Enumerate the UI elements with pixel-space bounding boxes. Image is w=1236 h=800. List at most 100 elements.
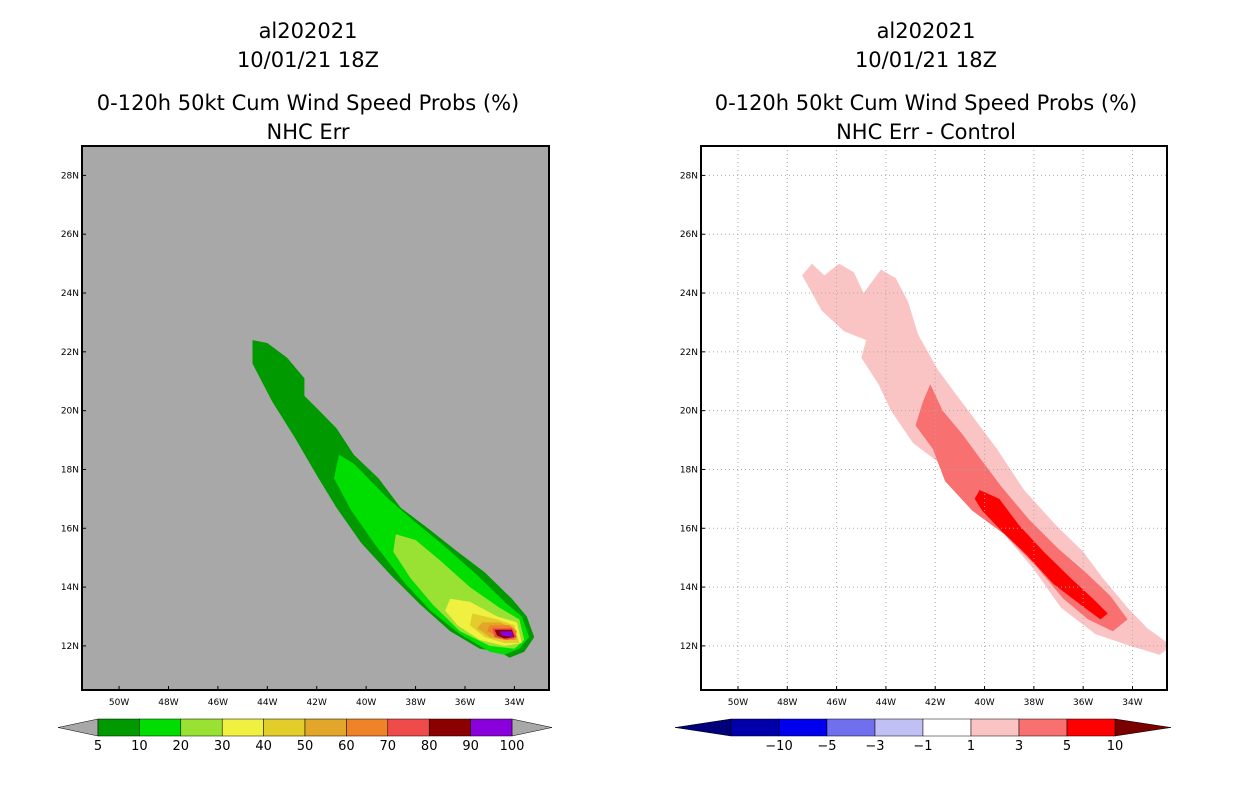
left-ytick-label: 14N	[61, 583, 79, 593]
left-axes: 50W 48W 46W 44W 42W 40W 38W 36W 34W 28N 26N 24N 22N 2…	[61, 171, 525, 708]
left-colorbar-swatch	[263, 718, 306, 737]
left-xtick-label: 40W	[356, 698, 376, 708]
right-colorbar-swatch	[922, 718, 972, 737]
right-xtick-label: 42W	[925, 698, 945, 708]
right-contour-5	[974, 490, 1108, 620]
left-contour-90	[499, 631, 514, 638]
right-panel: al202021 10/01/21 18Z 0-120h 50kt Cum Wi…	[674, 19, 1172, 754]
right-storm-id: al202021	[877, 19, 976, 43]
right-colorbar-swatch	[778, 718, 828, 737]
right-ytick-label: 18N	[680, 465, 698, 475]
right-map-frame	[700, 145, 1168, 691]
left-ytick-label: 22N	[61, 348, 79, 358]
right-colorbar-label: 3	[1015, 739, 1023, 754]
right-colorbar: −10 −5 −3 −1 1 3 5 10	[674, 718, 1172, 754]
right-ytick-label: 14N	[680, 583, 698, 593]
right-xtick-label: 48W	[777, 698, 797, 708]
left-colorbar-label: 100	[500, 739, 525, 754]
right-contour-3	[915, 384, 1128, 632]
left-colorbar-swatch	[180, 718, 223, 737]
right-xtick-label: 38W	[1024, 698, 1044, 708]
left-datetime: 10/01/21 18Z	[237, 48, 379, 72]
left-colorbar-label: 80	[421, 739, 438, 754]
left-colorbar-high-arrow	[511, 718, 553, 737]
left-colorbar-label: 60	[338, 739, 355, 754]
left-contours	[252, 340, 535, 658]
left-ytick-label: 24N	[61, 289, 79, 299]
left-colorbar-swatch	[139, 718, 182, 737]
left-colorbar-swatch	[387, 718, 430, 737]
left-colorbar-label: 5	[94, 739, 102, 754]
right-ytick-label: 24N	[680, 289, 698, 299]
left-xtick-label: 50W	[109, 698, 129, 708]
left-colorbar: 5 10 20 30 40 50 60 70 80 90 100	[57, 718, 553, 754]
left-colorbar-swatch	[221, 718, 264, 737]
left-map-frame	[81, 145, 550, 691]
right-ytick-label: 12N	[680, 642, 698, 652]
right-colorbar-swatch	[1018, 718, 1068, 737]
left-xtick-label: 44W	[257, 698, 277, 708]
right-ytick-label: 16N	[680, 524, 698, 534]
left-colorbar-label: 30	[214, 739, 231, 754]
left-chart-title: 0-120h 50kt Cum Wind Speed Probs (%)	[97, 91, 519, 115]
left-colorbar-label: 10	[131, 739, 148, 754]
right-colorbar-high-arrow	[1114, 718, 1172, 737]
right-xtick-label: 46W	[826, 698, 846, 708]
left-ytick-label: 12N	[61, 642, 79, 652]
left-colorbar-label: 90	[462, 739, 479, 754]
left-ytick-label: 20N	[61, 407, 79, 417]
right-colorbar-swatch	[970, 718, 1020, 737]
left-ytick-label: 26N	[61, 230, 79, 240]
left-xtick-label: 38W	[405, 698, 425, 708]
right-colorbar-label: −1	[913, 739, 932, 754]
right-gridlines	[701, 146, 1167, 690]
right-xtick-label: 34W	[1122, 698, 1142, 708]
right-colorbar-label: 10	[1107, 739, 1124, 754]
left-colorbar-low-arrow	[57, 718, 99, 737]
right-colorbar-swatch	[1066, 718, 1116, 737]
left-colorbar-label: 50	[297, 739, 314, 754]
right-chart-title: 0-120h 50kt Cum Wind Speed Probs (%)	[715, 91, 1137, 115]
right-colorbar-low-arrow	[674, 718, 732, 737]
left-storm-id: al202021	[259, 19, 358, 43]
right-chart-subtitle: NHC Err - Control	[836, 120, 1016, 144]
right-ytick-label: 20N	[680, 407, 698, 417]
right-colorbar-swatch	[874, 718, 924, 737]
left-ytick-label: 28N	[61, 171, 79, 181]
right-ytick-label: 22N	[680, 348, 698, 358]
right-xtick-label: 44W	[876, 698, 896, 708]
left-xtick-label: 36W	[455, 698, 475, 708]
left-xtick-label: 42W	[307, 698, 327, 708]
right-colorbar-label: −10	[765, 739, 792, 754]
right-xtick-label: 40W	[974, 698, 994, 708]
left-colorbar-label: 70	[380, 739, 397, 754]
left-colorbar-swatch	[304, 718, 347, 737]
right-contours	[802, 263, 1167, 655]
right-ytick-label: 26N	[680, 230, 698, 240]
right-colorbar-label: −5	[817, 739, 836, 754]
left-ytick-label: 18N	[61, 465, 79, 475]
left-colorbar-swatch	[97, 718, 140, 737]
right-ytick-label: 28N	[680, 171, 698, 181]
left-xtick-label: 46W	[208, 698, 228, 708]
left-xtick-label: 48W	[158, 698, 178, 708]
right-contour-1	[802, 263, 1167, 655]
left-ytick-label: 16N	[61, 524, 79, 534]
left-colorbar-swatch	[346, 718, 389, 737]
right-colorbar-swatch	[826, 718, 876, 737]
right-datetime: 10/01/21 18Z	[855, 48, 997, 72]
left-colorbar-swatch	[470, 718, 513, 737]
left-panel: al202021 10/01/21 18Z 0-120h 50kt Cum Wi…	[57, 19, 553, 754]
right-axes: 50W 48W 46W 44W 42W 40W 38W 36W 34W 28N 26N 24N 22N 2…	[680, 171, 1143, 708]
right-colorbar-swatch	[730, 718, 780, 737]
left-colorbar-label: 20	[173, 739, 190, 754]
left-colorbar-label: 40	[255, 739, 272, 754]
left-xtick-label: 34W	[504, 698, 524, 708]
right-colorbar-label: 5	[1063, 739, 1071, 754]
left-colorbar-swatch	[428, 718, 471, 737]
right-colorbar-label: −3	[865, 739, 884, 754]
right-xtick-label: 50W	[728, 698, 748, 708]
right-colorbar-label: 1	[967, 739, 975, 754]
right-xtick-label: 36W	[1073, 698, 1093, 708]
